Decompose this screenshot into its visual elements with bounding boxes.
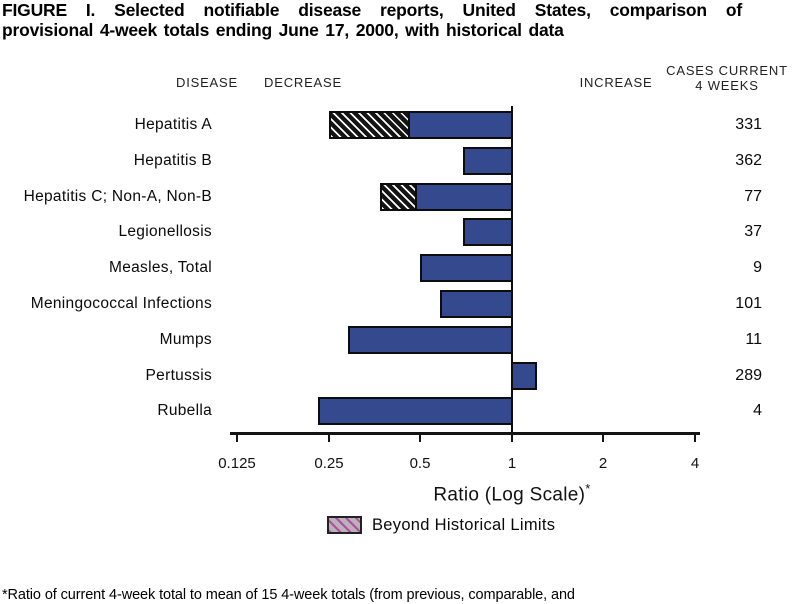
ratio-bar	[380, 183, 513, 211]
x-axis-tick	[694, 432, 696, 442]
cases-value: 4	[753, 402, 762, 419]
column-header-cases-line1: CASES CURRENT	[666, 63, 788, 78]
footnote: *Ratio of current 4-week total to mean o…	[2, 549, 790, 604]
x-axis-tick-label: 0.125	[218, 455, 256, 472]
beyond-historical-limits-swatch	[327, 516, 362, 534]
disease-label: Hepatitis C; Non-A, Non-B	[23, 188, 212, 205]
column-header-increase: INCREASE	[579, 75, 653, 90]
beyond-historical-limits-segment	[382, 185, 417, 209]
disease-label: Meningococcal Infections	[30, 295, 212, 312]
x-axis-tick-label: 0.25	[314, 455, 344, 472]
cases-value: 11	[745, 331, 762, 348]
disease-label: Pertussis	[145, 367, 212, 384]
footnote-line1: *Ratio of current 4-week total to mean o…	[2, 586, 575, 603]
disease-label: Rubella	[157, 402, 212, 419]
x-axis-tick	[602, 432, 604, 442]
x-axis-tick-label: 4	[690, 455, 700, 472]
figure-title-line1: FIGURE I. Selected notifiable disease re…	[2, 0, 742, 20]
x-axis-tick-label: 1	[507, 455, 517, 472]
cases-value: 77	[744, 188, 762, 205]
column-header-cases-line2: 4 WEEKS	[695, 78, 759, 93]
x-axis-title: Ratio (Log Scale)*	[312, 481, 712, 506]
legend-label: Beyond Historical Limits	[372, 516, 556, 534]
disease-label: Mumps	[159, 331, 212, 348]
x-axis-tick	[236, 432, 238, 442]
x-axis-title-asterisk: *	[585, 481, 591, 496]
cases-value: 101	[735, 295, 762, 312]
x-axis-tick	[328, 432, 330, 442]
cases-value: 331	[735, 116, 762, 133]
column-header-decrease: DECREASE	[264, 75, 342, 90]
column-header-cases: CASES CURRENT 4 WEEKS	[662, 63, 792, 93]
ratio-bar	[318, 397, 513, 425]
x-axis-tick	[419, 432, 421, 442]
column-header-disease: DISEASE	[176, 75, 238, 90]
ratio-bar	[329, 111, 513, 139]
cases-value: 37	[744, 223, 762, 240]
disease-label: Hepatitis A	[134, 116, 212, 133]
ratio-bar	[463, 218, 513, 246]
disease-label: Hepatitis B	[133, 152, 212, 169]
disease-label: Legionellosis	[118, 223, 212, 240]
cases-value: 9	[753, 259, 762, 276]
cases-value: 362	[735, 152, 762, 169]
figure-title: FIGURE I. Selected notifiable disease re…	[2, 0, 742, 40]
ratio-bar	[348, 326, 513, 354]
ratio-bar	[440, 290, 513, 318]
cases-value: 289	[735, 367, 762, 384]
x-axis-tick	[511, 432, 513, 442]
ratio-bar	[511, 362, 537, 390]
disease-label: Measles, Total	[109, 259, 212, 276]
x-axis-line	[230, 432, 700, 435]
beyond-historical-limits-segment	[331, 113, 410, 137]
x-axis-tick-label: 0.5	[409, 455, 431, 472]
ratio-bar	[420, 254, 513, 282]
figure-title-line2: provisional 4-week totals ending June 17…	[2, 19, 564, 40]
x-axis-tick-label: 2	[598, 455, 608, 472]
ratio-bar	[463, 147, 513, 175]
x-axis-title-text: Ratio (Log Scale)	[433, 484, 586, 506]
